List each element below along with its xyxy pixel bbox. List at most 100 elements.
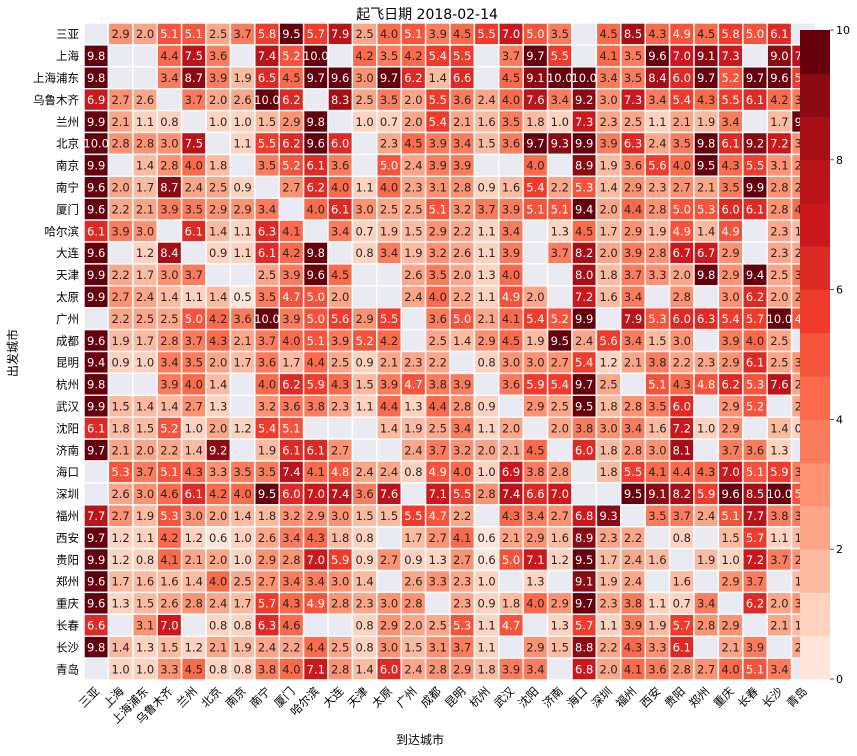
cell-value-label: 2.8: [673, 290, 691, 304]
heatmap-cell: [229, 372, 256, 396]
cell-value-label: 6.2: [282, 93, 300, 107]
cell-value-label: 3.5: [258, 290, 276, 304]
cell-value-label: 1.0: [355, 115, 373, 129]
cell-value-label: 2.7: [111, 290, 129, 304]
cell-value-label: 3.9: [453, 378, 471, 392]
heatmap-cell: [180, 613, 207, 637]
cell-value-label: 3.5: [624, 49, 642, 63]
cell-value-label: 1.8: [599, 399, 617, 413]
heatmap-cell: [424, 591, 451, 616]
y-tick-label: 北京: [56, 137, 79, 151]
heatmap-cell: [546, 263, 573, 287]
cell-value-label: 2.8: [111, 137, 129, 151]
cell-value-label: 2.9: [624, 224, 642, 238]
cell-value-label: 2.0: [770, 290, 788, 304]
cell-value-label: 3.8: [258, 662, 276, 676]
cell-value-label: 1.5: [136, 421, 154, 435]
cell-value-label: 6.1: [721, 137, 739, 151]
cell-value-label: 1.9: [404, 246, 422, 260]
cell-value-label: 1.8: [111, 421, 129, 435]
cell-value-label: 1.7: [136, 268, 154, 282]
cell-value-label: 7.6: [380, 487, 398, 501]
cell-value-label: 2.2: [111, 312, 129, 326]
heatmap-cell: [668, 547, 695, 572]
x-tick-label: 海口: [564, 684, 590, 710]
heatmap-cell: [302, 613, 329, 637]
cell-value-label: 3.4: [160, 356, 178, 370]
cell-value-label: 2.3: [599, 115, 617, 129]
cell-value-label: 2.8: [697, 618, 715, 632]
cell-value-label: 4.1: [624, 662, 642, 676]
cell-value-label: 5.4: [551, 378, 569, 392]
cell-value-label: 4.3: [502, 509, 520, 523]
cell-value-label: 9.8: [307, 246, 325, 260]
y-tick-label: 青岛: [56, 662, 79, 676]
cell-value-label: 8.3: [331, 93, 349, 107]
cell-value-label: 2.9: [355, 312, 373, 326]
cell-value-label: 4.7: [429, 509, 447, 523]
x-tick-label: 兰州: [174, 684, 200, 710]
heatmap-cell: [107, 372, 134, 396]
cell-value-label: 2.8: [453, 180, 471, 194]
cell-value-label: 9.6: [721, 487, 739, 501]
cell-value-label: 0.9: [233, 180, 251, 194]
cell-value-label: 5.0: [185, 312, 203, 326]
cell-value-label: 5.1: [746, 662, 764, 676]
cell-value-label: 3.0: [160, 268, 178, 282]
cell-value-label: 6.8: [575, 509, 593, 523]
heatmap-cell: [620, 372, 646, 396]
y-tick-label: 上海: [56, 49, 79, 63]
cell-value-label: 4.0: [307, 202, 325, 216]
heatmap-cell: [83, 307, 110, 331]
heatmap-cell: [498, 394, 524, 418]
cell-value-label: 1.3: [136, 640, 154, 654]
cell-value-label: 8.2: [673, 487, 691, 501]
cell-value-label: 4.1: [160, 553, 178, 567]
cell-value-label: 7.1: [307, 662, 325, 676]
cell-value-label: 8.4: [648, 71, 666, 85]
cell-value-label: 2.8: [404, 597, 422, 611]
cell-value-label: 3.5: [551, 27, 569, 41]
cell-value-label: 2.0: [111, 180, 129, 194]
cell-value-label: 3.5: [233, 465, 251, 479]
cell-value-label: 2.7: [551, 509, 569, 523]
cell-value-label: 1.7: [233, 356, 251, 370]
colorbar-segment: [800, 332, 830, 377]
cell-value-label: 9.9: [575, 312, 593, 326]
cell-value-label: 1.3: [111, 597, 129, 611]
cell-value-label: 1.5: [136, 597, 154, 611]
heatmap-cell: [742, 241, 768, 265]
cell-value-label: 2.3: [697, 356, 715, 370]
cell-value-label: 2.5: [209, 27, 227, 41]
cell-value-label: 2.1: [721, 640, 739, 654]
cell-value-label: 5.0: [380, 159, 398, 173]
cell-value-label: 2.5: [258, 268, 276, 282]
cell-value-label: 3.7: [770, 553, 788, 567]
y-tick-label: 杭州: [56, 378, 79, 392]
cell-value-label: 1.8: [331, 531, 349, 545]
cell-value-label: 5.0: [307, 312, 325, 326]
cell-value-label: 8.0: [575, 268, 593, 282]
heatmap-cell: [546, 285, 573, 309]
cell-value-label: 2.5: [599, 378, 617, 392]
cell-value-label: 1.9: [648, 224, 666, 238]
cell-value-label: 4.5: [697, 27, 715, 41]
cell-value-label: 2.0: [404, 115, 422, 129]
cell-value-label: 10.0: [254, 312, 280, 326]
cell-value-label: 1.0: [136, 662, 154, 676]
cell-value-label: 0.9: [477, 399, 495, 413]
cell-value-label: 7.0: [160, 618, 178, 632]
cell-value-label: 1.4: [111, 640, 129, 654]
cell-value-label: 1.5: [355, 378, 373, 392]
cell-value-label: 1.9: [648, 618, 666, 632]
cell-value-label: 9.5: [282, 27, 300, 41]
heatmap-cell: [351, 153, 378, 177]
cell-value-label: 4.3: [648, 27, 666, 41]
cell-value-label: 6.1: [673, 640, 691, 654]
cell-value-label: 4.3: [185, 465, 203, 479]
cell-value-label: 0.9: [477, 597, 495, 611]
heatmap-cell: [327, 109, 354, 134]
cell-value-label: 8.5: [746, 487, 764, 501]
cell-value-label: 9.7: [526, 49, 544, 63]
cell-value-label: 6.0: [575, 443, 593, 457]
